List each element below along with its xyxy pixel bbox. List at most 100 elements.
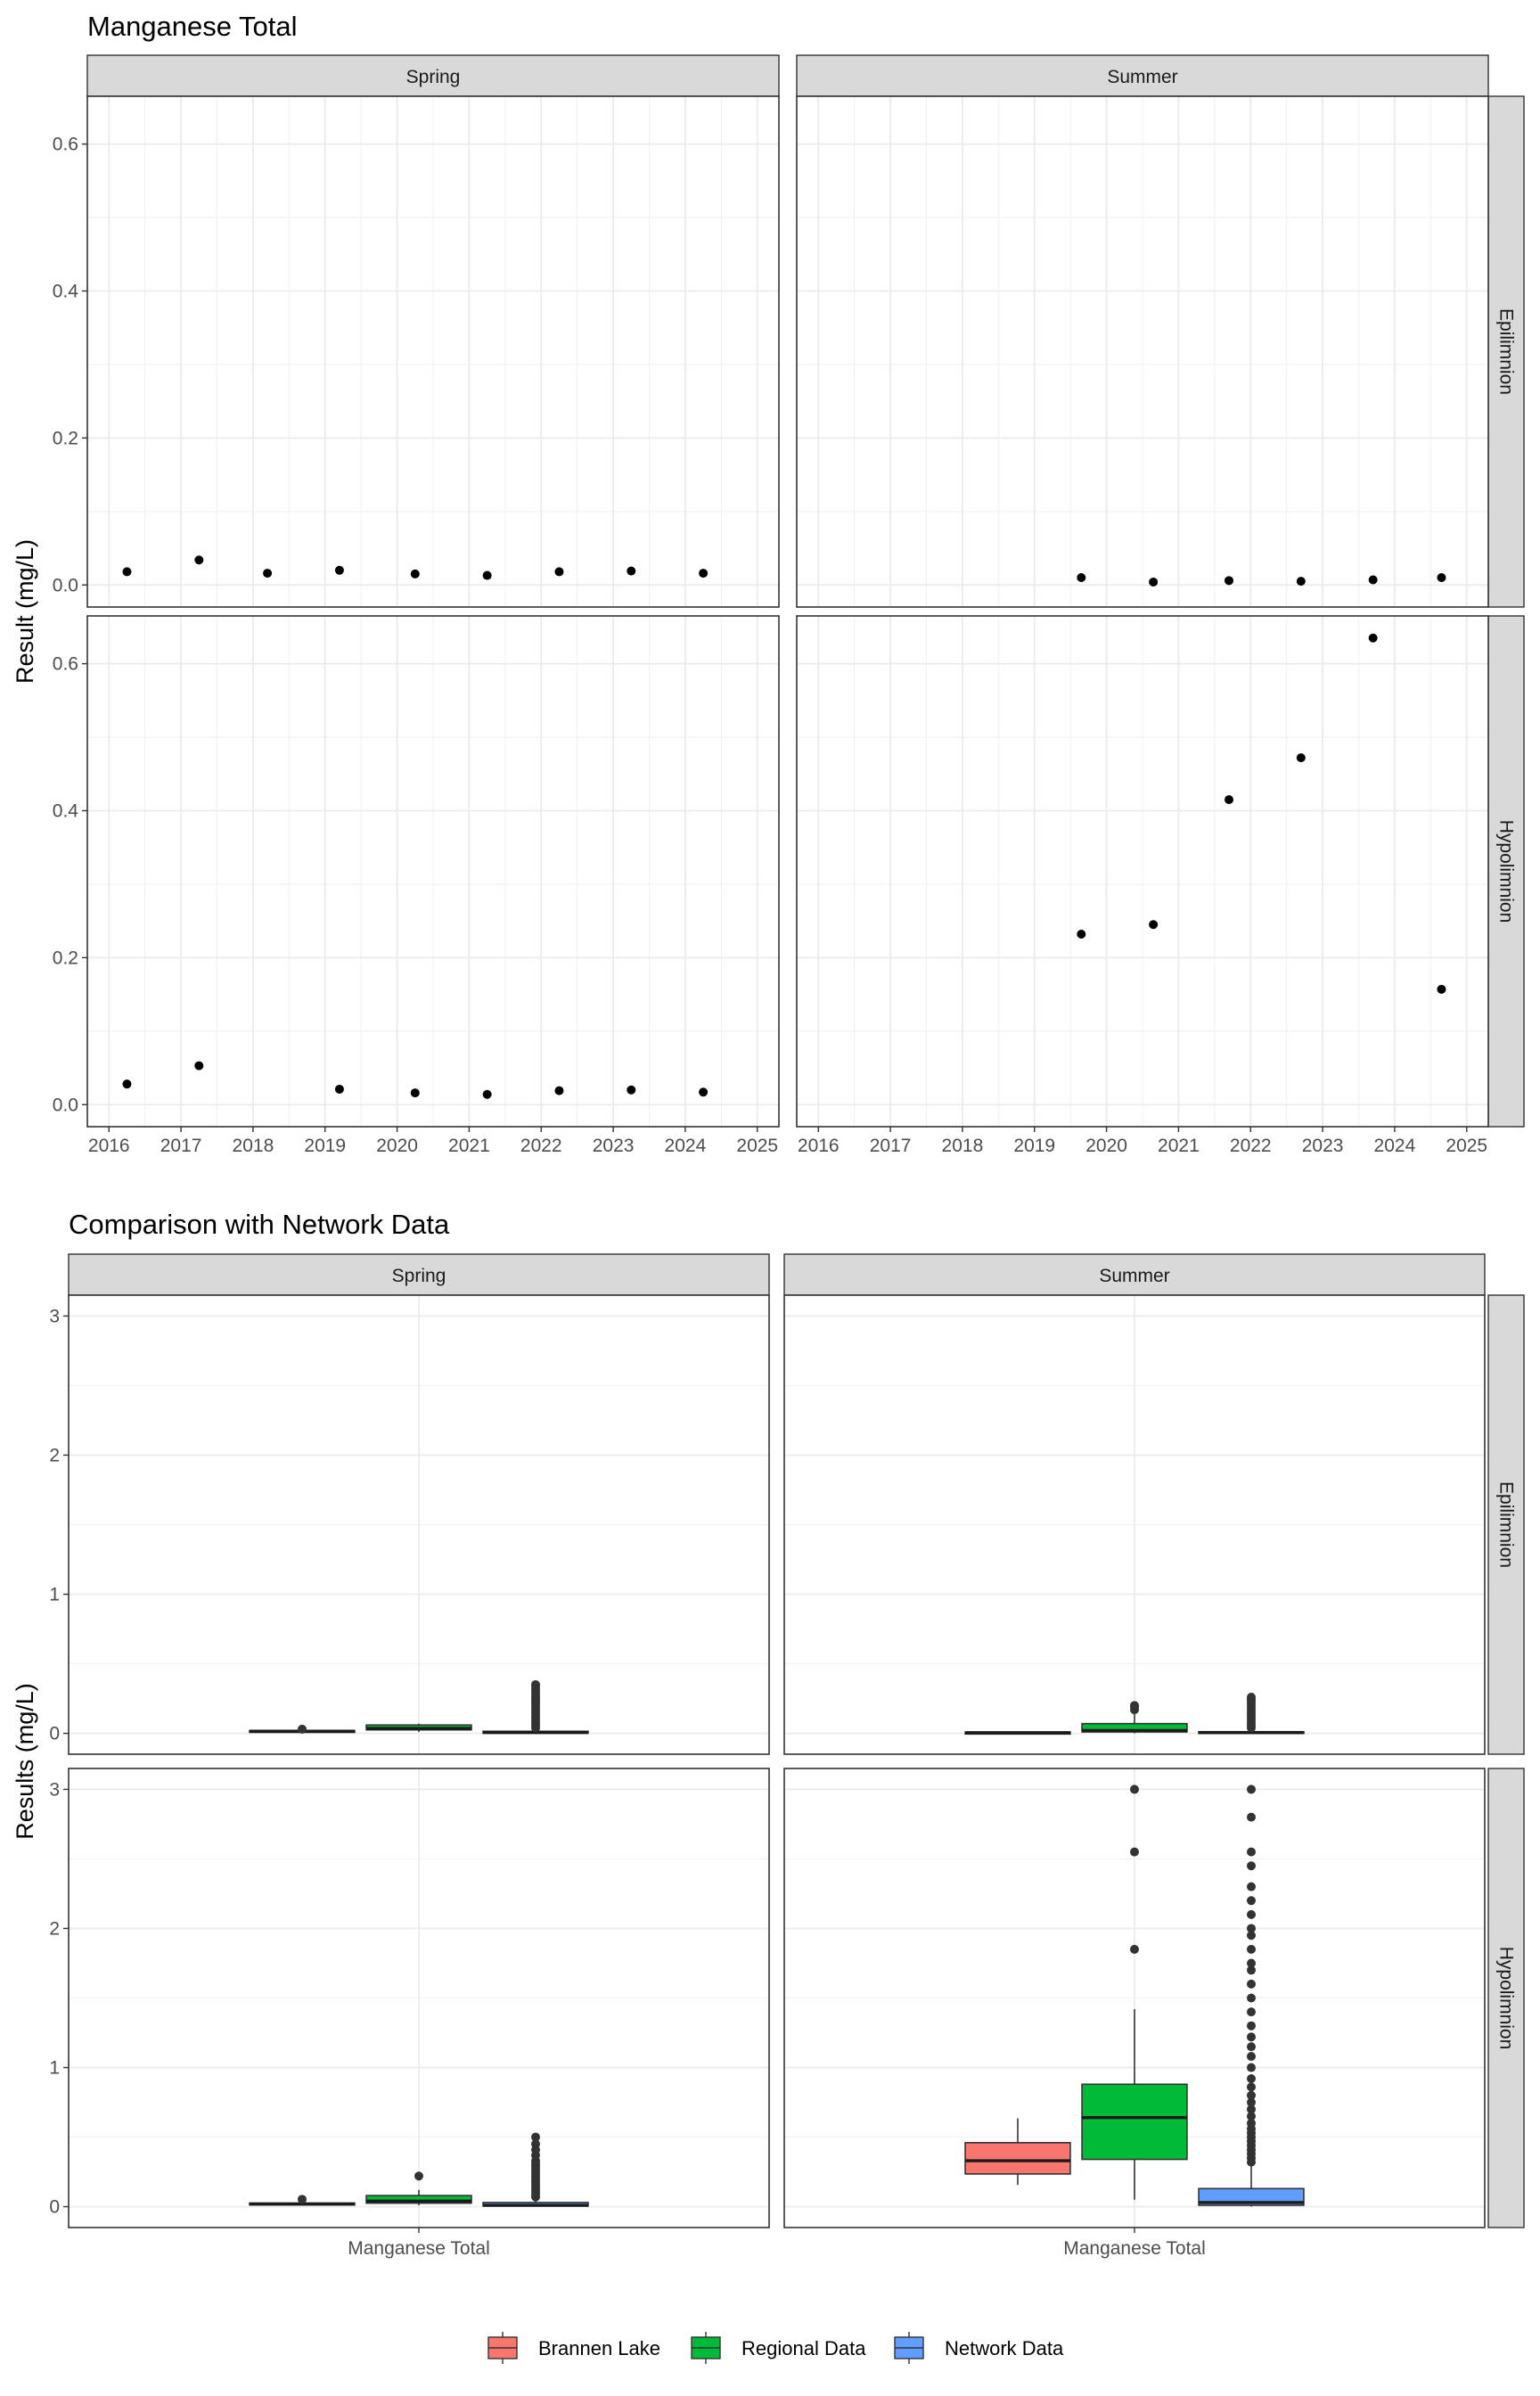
- outlier-point: [1247, 1931, 1256, 1941]
- data-point: [1077, 929, 1086, 939]
- data-point: [410, 569, 420, 578]
- box-regional-data: [365, 2171, 472, 2206]
- panel-spring-hypolimnion: [68, 1768, 770, 2228]
- y-tick-label: 3: [49, 1306, 60, 1326]
- x-tick-label: 2025: [1446, 1136, 1487, 1156]
- outlier-point: [1247, 1958, 1256, 1968]
- outlier-point: [1247, 2118, 1256, 2128]
- y-tick-label: 0: [49, 1724, 60, 1744]
- y-tick-label: 3: [49, 1779, 60, 1800]
- data-point: [482, 1089, 492, 1099]
- box-regional-data: [1081, 1785, 1188, 2200]
- x-tick-label: 2025: [736, 1136, 778, 1156]
- legend-label: Regional Data: [741, 2337, 866, 2359]
- data-point: [554, 567, 564, 577]
- panel-summer-hypolimnion: [783, 1768, 1486, 2228]
- legend-item-brannen-lake: Brannen Lake: [487, 2332, 660, 2364]
- facet-label-epilimnion: Epilimnion: [1496, 308, 1517, 395]
- facet-strip-epilimnion: [1487, 95, 1525, 608]
- x-tick-label: 2017: [160, 1136, 202, 1156]
- data-point: [1368, 575, 1378, 585]
- outlier-point: [1130, 1701, 1139, 1711]
- data-point: [1149, 920, 1159, 930]
- chart-title: Manganese Total: [87, 11, 298, 42]
- box-chart: Comparison with Network Data Spring Summer…: [12, 1209, 1525, 2259]
- box-body: [365, 2195, 472, 2204]
- panel-spring-hypolimnion: [86, 615, 780, 1128]
- data-point: [1296, 577, 1306, 587]
- x-tick-label: 2022: [1230, 1136, 1272, 1156]
- outlier-point: [1247, 1693, 1256, 1703]
- facet-label-summer: Summer: [1099, 1266, 1169, 1286]
- x-tick-label: 2017: [870, 1136, 912, 1156]
- outlier-point: [1247, 1924, 1256, 1933]
- y-axis-title: Result (mg/L): [12, 539, 38, 684]
- box-brannen-lake: [964, 1731, 1071, 1735]
- data-point: [194, 555, 204, 565]
- x-tick-label: Manganese Total: [1063, 2238, 1206, 2259]
- x-tick-label: 2021: [448, 1136, 490, 1156]
- outlier-point: [1247, 2105, 1256, 2114]
- data-point: [627, 566, 636, 576]
- x-tick-label: 2018: [942, 1136, 984, 1156]
- box-regional-data: [1081, 1701, 1188, 1734]
- data-point: [1368, 633, 1378, 643]
- y-tick-label: 0.0: [53, 575, 78, 595]
- outlier-point: [1247, 1861, 1256, 1871]
- x-tick-label: 2018: [233, 1136, 274, 1156]
- outlier-point: [1247, 2021, 1256, 2031]
- legend: Brannen Lake Regional Data Network Data: [487, 2332, 1064, 2364]
- outlier-point: [1247, 2097, 1256, 2107]
- panel-border: [796, 95, 1489, 608]
- outlier-point: [1247, 2082, 1256, 2092]
- panel-summer-epilimnion: [783, 1294, 1486, 1755]
- x-tick-label: 2016: [88, 1136, 130, 1156]
- outlier-point: [1247, 1944, 1256, 1954]
- data-point: [122, 567, 132, 577]
- y-tick-label: 2: [49, 1445, 60, 1465]
- panel-spring-epilimnion: [68, 1294, 770, 1755]
- y-tick-label: 0.2: [53, 948, 78, 968]
- legend-label: Brannen Lake: [538, 2337, 660, 2359]
- box-regional-data: [365, 1723, 472, 1733]
- x-tick-label: 2024: [1374, 1136, 1416, 1156]
- panel-border: [86, 615, 780, 1128]
- outlier-point: [1130, 1847, 1139, 1857]
- outlier-point: [1247, 1785, 1256, 1794]
- x-tick-label: Manganese Total: [348, 2238, 490, 2259]
- facet-label-hypolimnion: Hypolimnion: [1496, 1947, 1517, 2050]
- data-point: [627, 1085, 636, 1095]
- x-tick-label: 2020: [376, 1136, 418, 1156]
- legend-label: Network Data: [945, 2337, 1064, 2359]
- outlier-point: [1130, 1785, 1139, 1794]
- x-tick-label: 2023: [593, 1136, 635, 1156]
- data-point: [554, 1086, 564, 1095]
- box-body: [1081, 2083, 1188, 2161]
- x-tick-label: 2019: [1013, 1136, 1055, 1156]
- y-tick-label: 0.6: [53, 654, 78, 675]
- box-network-data: [482, 1679, 589, 1735]
- data-point: [263, 569, 273, 578]
- y-tick-label: 2: [49, 1918, 60, 1939]
- outlier-point: [1247, 1882, 1256, 1891]
- panel-border: [68, 1294, 770, 1755]
- panel-spring-epilimnion: [86, 95, 780, 608]
- outlier-point: [531, 1679, 540, 1689]
- outlier-point: [1247, 2074, 1256, 2084]
- outlier-point: [1247, 2112, 1256, 2121]
- facet-strip-spring: [86, 54, 780, 97]
- data-point: [334, 1084, 344, 1094]
- panel-summer-epilimnion: [796, 95, 1489, 608]
- x-tick-label: 2023: [1302, 1136, 1344, 1156]
- facet-label-spring: Spring: [392, 1266, 446, 1286]
- outlier-point: [1130, 1944, 1139, 1954]
- panel-border: [783, 1294, 1486, 1755]
- data-point: [1077, 573, 1086, 583]
- outlier-point: [1247, 2032, 1256, 2042]
- x-tick-label: 2020: [1085, 1136, 1127, 1156]
- data-point: [1225, 576, 1233, 586]
- facet-strip-summer: [783, 1253, 1486, 1296]
- y-tick-label: 0.4: [53, 800, 79, 821]
- outlier-point: [1247, 2042, 1256, 2052]
